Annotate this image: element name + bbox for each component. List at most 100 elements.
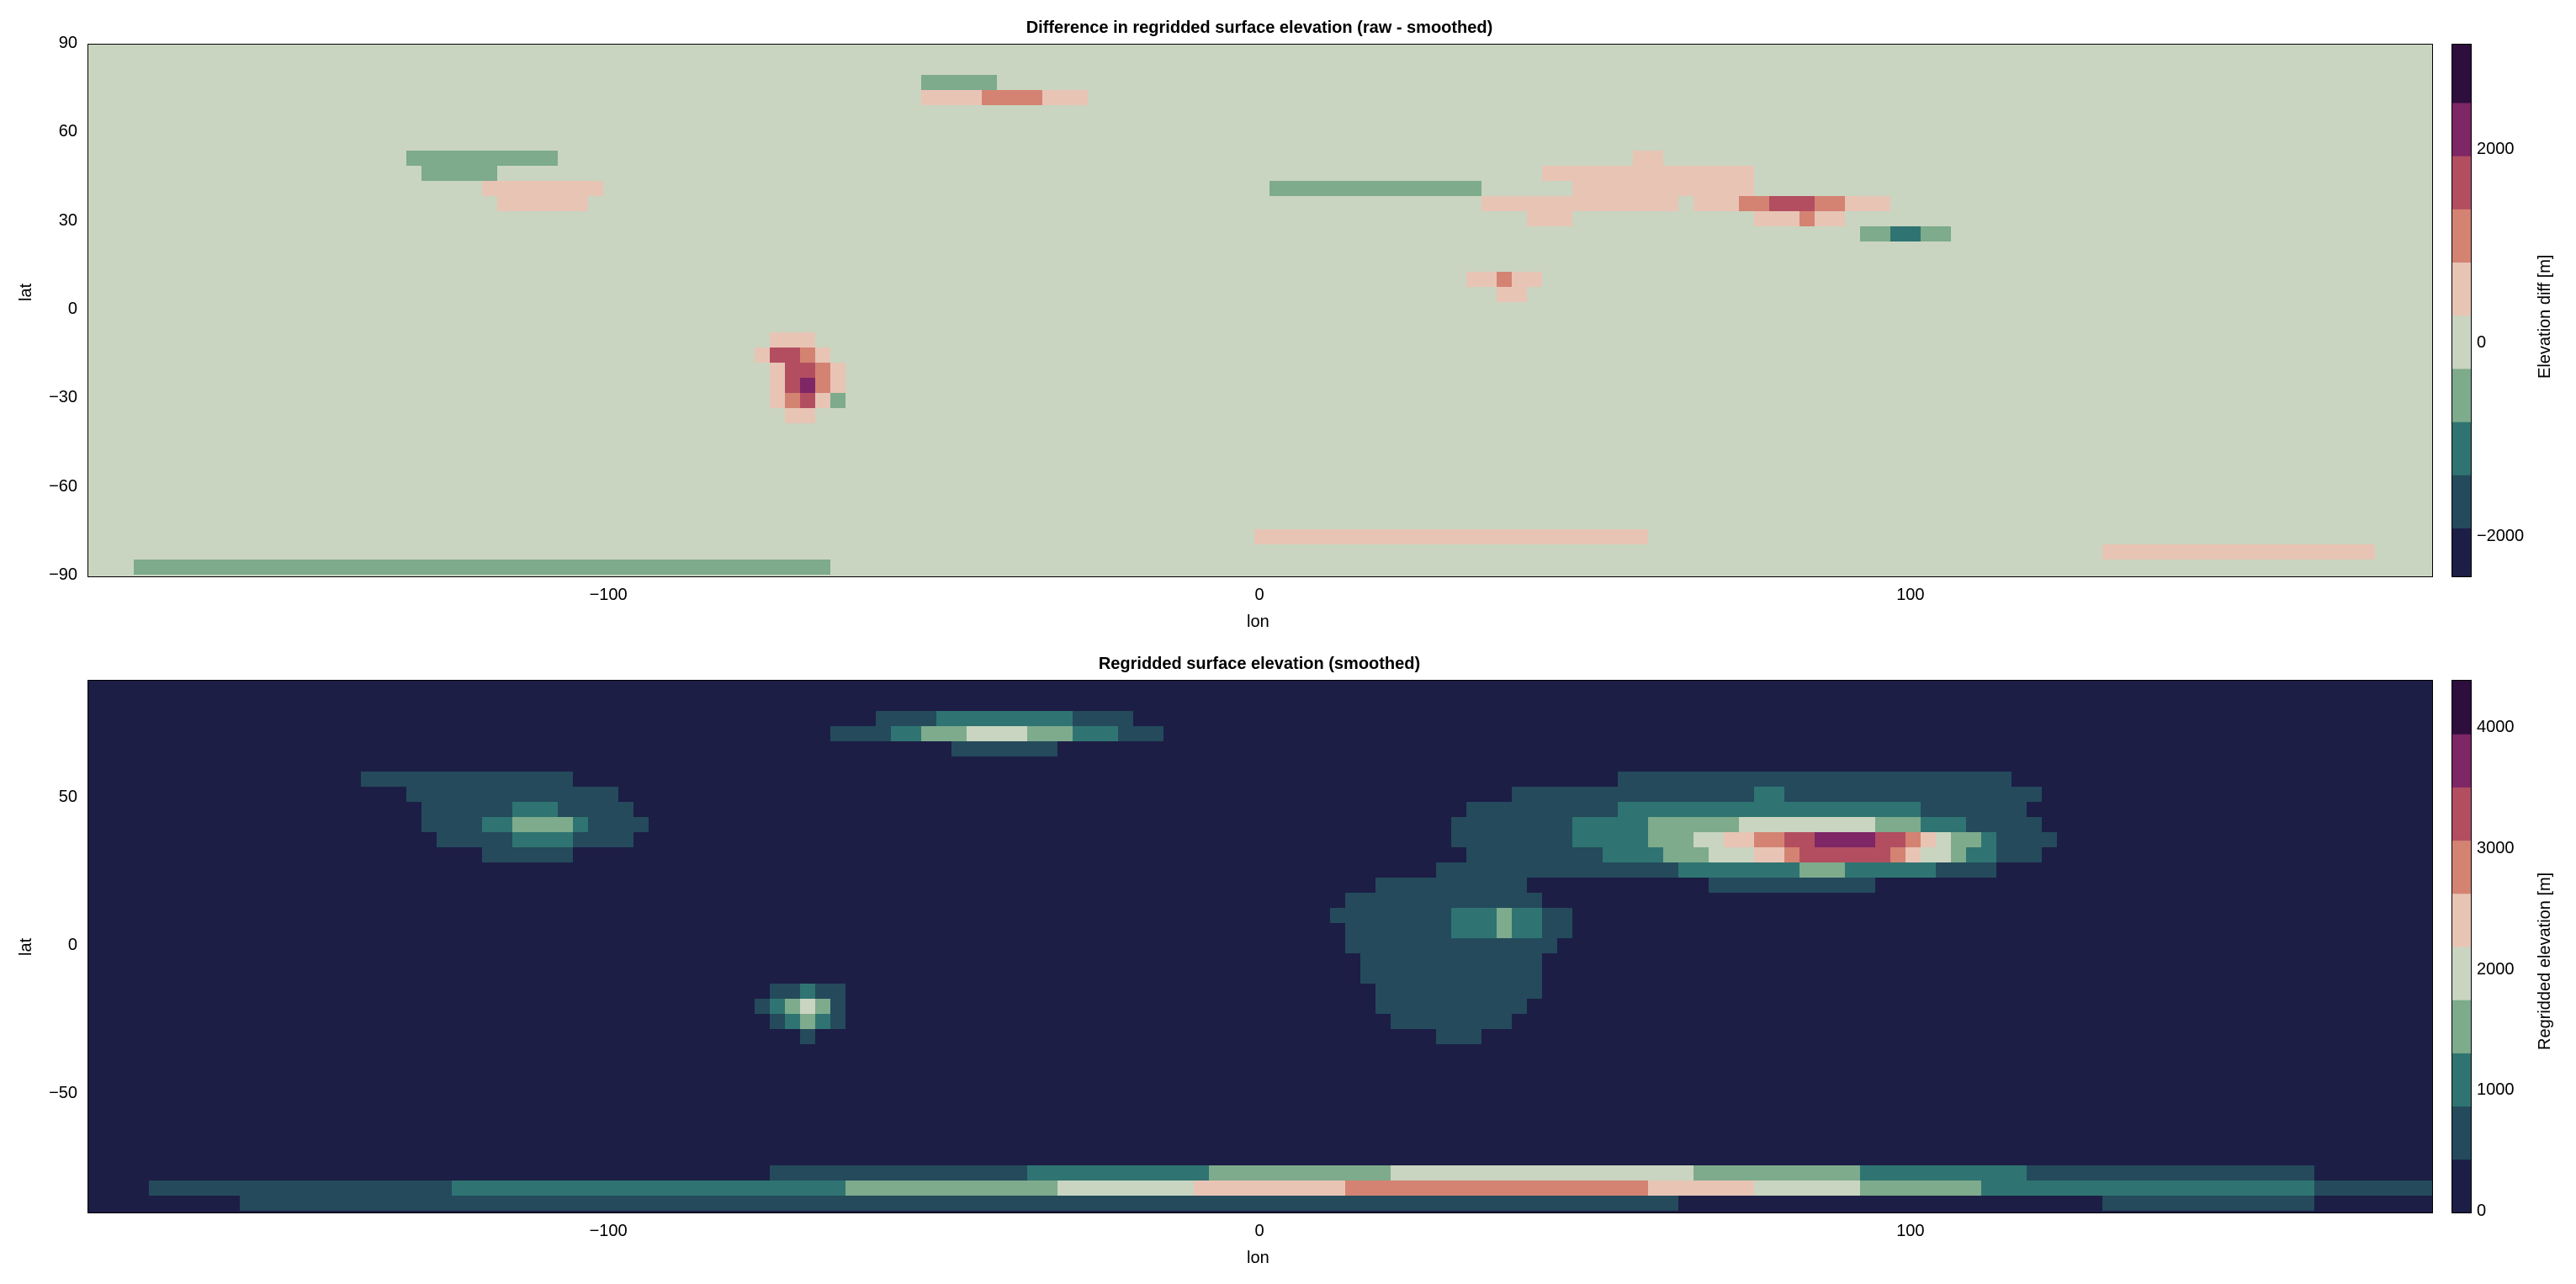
contour-cell <box>921 226 937 242</box>
contour-cell <box>1860 60 1876 76</box>
contour-cell <box>2269 257 2285 273</box>
contour-cell <box>1315 408 1331 424</box>
contour-cell <box>1497 90 1513 106</box>
contour-cell <box>1830 363 1846 379</box>
contour-cell <box>1179 226 1195 242</box>
contour-cell <box>664 105 680 121</box>
contour-cell <box>467 363 483 379</box>
contour-cell <box>2375 257 2391 273</box>
contour-cell <box>2118 45 2133 61</box>
contour-cell <box>1163 438 1179 454</box>
contour-cell <box>1315 438 1331 454</box>
contour-cell <box>2057 514 2073 530</box>
contour-cell <box>1996 302 2012 318</box>
contour-cell <box>2239 454 2255 470</box>
contour-cell <box>1194 135 1210 151</box>
contour-cell <box>770 166 786 182</box>
contour-cell <box>1663 317 1679 333</box>
contour-cell <box>951 317 967 333</box>
contour-cell <box>1209 151 1225 167</box>
contour-cell <box>1254 226 1270 242</box>
contour-cell <box>1224 211 1240 227</box>
contour-cell <box>376 363 392 379</box>
contour-cell <box>2330 211 2345 227</box>
contour-cell <box>1421 469 1437 485</box>
contour-cell <box>997 120 1013 136</box>
contour-cell <box>2330 317 2345 333</box>
contour-cell <box>785 181 801 197</box>
contour-cell <box>1603 135 1619 151</box>
contour-cell <box>437 135 453 151</box>
contour-cell <box>88 408 104 424</box>
contour-cell <box>921 135 937 151</box>
contour-cell <box>1996 211 2012 227</box>
contour-cell <box>1088 408 1104 424</box>
contour-cell <box>1875 469 1891 485</box>
contour-cell <box>1133 120 1149 136</box>
contour-cell <box>1951 75 1967 91</box>
contour-cell <box>1269 272 1285 288</box>
contour-cell <box>2012 272 2027 288</box>
contour-cell <box>2102 257 2118 273</box>
contour-cell <box>1860 363 1876 379</box>
contour-cell <box>1830 287 1846 303</box>
contour-cell <box>679 257 695 273</box>
contour-cell <box>2375 45 2391 61</box>
contour-cell <box>679 166 695 182</box>
contour-cell <box>103 151 119 167</box>
contour-cell <box>1057 196 1073 212</box>
contour-cell <box>1269 438 1285 454</box>
contour-cell <box>770 196 786 212</box>
contour-cell <box>1179 135 1195 151</box>
contour-cell <box>861 363 877 379</box>
contour-cell <box>2254 105 2270 121</box>
contour-cell <box>512 499 528 515</box>
contour-cell <box>2148 105 2164 121</box>
contour-cell <box>1300 499 1316 515</box>
contour-cell <box>2087 226 2103 242</box>
contour-cell <box>1345 211 1361 227</box>
contour-cell <box>194 302 210 318</box>
contour-cell <box>1391 257 1407 273</box>
contour-cell <box>346 151 362 167</box>
contour-cell <box>1769 317 1785 333</box>
contour-cell <box>2012 211 2027 227</box>
contour-cell <box>588 378 604 394</box>
contour-cell <box>1345 105 1361 121</box>
contour-cell <box>209 529 225 545</box>
contour-cell <box>2087 272 2103 288</box>
contour-cell <box>1254 90 1270 106</box>
contour-cell <box>1254 166 1270 182</box>
contour-cell <box>88 454 104 470</box>
contour-cell <box>694 211 710 227</box>
contour-cell <box>921 438 937 454</box>
contour-cell <box>512 120 528 136</box>
contour-cell <box>1254 393 1270 409</box>
contour-cell <box>467 423 483 439</box>
contour-cell <box>2239 317 2255 333</box>
contour-cell <box>709 60 725 76</box>
contour-cell <box>1300 363 1316 379</box>
contour-cell <box>2042 332 2058 348</box>
contour-cell <box>785 302 801 318</box>
contour-cell <box>1436 408 1452 424</box>
contour-cell <box>1936 348 1952 363</box>
contour-cell <box>1073 469 1089 485</box>
contour-cell <box>876 408 892 424</box>
contour-cell <box>1845 393 1861 409</box>
contour-cell <box>770 226 786 242</box>
contour-cell <box>618 514 634 530</box>
contour-cell <box>1754 226 1770 242</box>
contour-cell <box>88 287 104 303</box>
contour-cell <box>1360 514 1376 530</box>
contour-cell <box>1073 363 1089 379</box>
contour-cell <box>225 363 241 379</box>
contour-cell <box>240 469 256 485</box>
contour-cell <box>770 287 786 303</box>
contour-cell <box>1875 166 1891 182</box>
contour-cell <box>1996 363 2012 379</box>
contour-cell <box>2330 105 2345 121</box>
contour-cell <box>543 393 559 409</box>
contour-cell <box>88 272 104 288</box>
contour-cell <box>1557 272 1573 288</box>
